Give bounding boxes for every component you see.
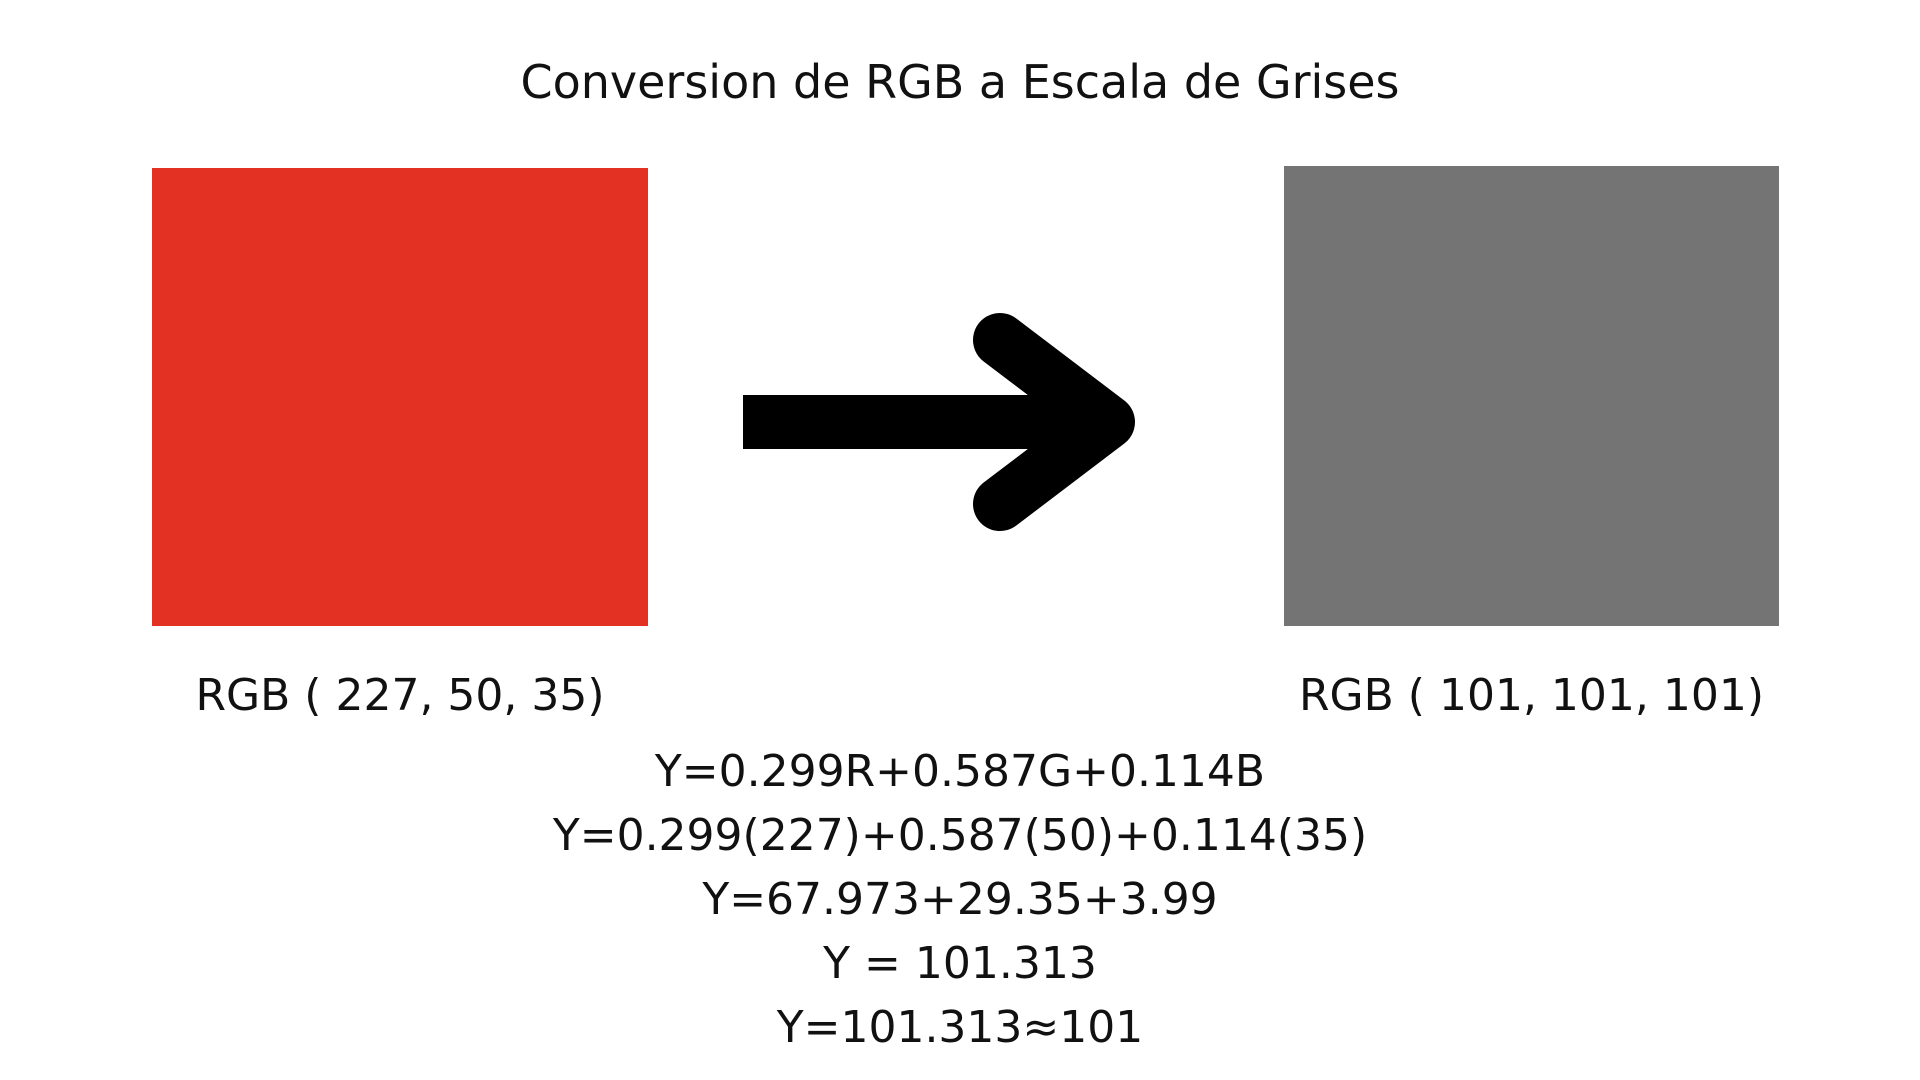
result-rgb-label: RGB ( 101, 101, 101)	[1298, 670, 1765, 721]
source-color-swatch	[152, 168, 648, 626]
formula-step: Y = 101.313	[823, 938, 1097, 989]
formula-step: Y=67.973+29.35+3.99	[702, 874, 1218, 925]
formula-step: Y=101.313≈101	[776, 1002, 1144, 1053]
formula-steps: Y=0.299R+0.587G+0.114B Y=0.299(227)+0.58…	[0, 740, 1920, 1060]
formula-step: Y=0.299(227)+0.587(50)+0.114(35)	[552, 810, 1368, 861]
diagram-title: Conversion de RGB a Escala de Grises	[520, 55, 1400, 109]
result-color-swatch	[1284, 166, 1779, 626]
source-rgb-label: RGB ( 227, 50, 35)	[195, 670, 605, 721]
right-arrow-icon	[743, 313, 1135, 531]
formula-step: Y=0.299R+0.587G+0.114B	[654, 746, 1266, 797]
